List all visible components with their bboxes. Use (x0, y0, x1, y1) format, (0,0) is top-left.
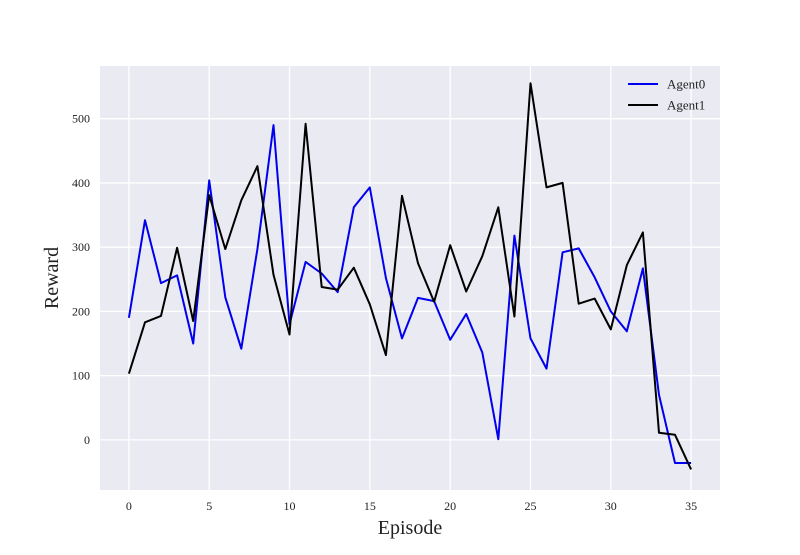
x-tick-label: 5 (206, 499, 212, 513)
plot-area (100, 66, 720, 490)
x-tick-label: 15 (364, 499, 376, 513)
y-tick-label: 300 (72, 240, 90, 254)
y-tick-label: 400 (72, 176, 90, 190)
x-tick-label: 0 (126, 499, 132, 513)
tick-labels: 0 5 10 15 20 25 30 35 0 100 200 300 400 500 (72, 112, 697, 513)
x-axis-label: Episode (378, 517, 443, 539)
y-tick-label: 0 (84, 433, 90, 447)
x-tick-label: 35 (685, 499, 697, 513)
y-tick-label: 500 (72, 112, 90, 126)
y-tick-label: 200 (72, 304, 90, 318)
legend-label-agent1: Agent1 (667, 98, 705, 113)
series-line-agent1 (127, 82, 693, 470)
y-axis-label: Reward (41, 247, 63, 309)
y-tick-label: 100 (72, 369, 90, 383)
x-tick-label: 25 (524, 499, 536, 513)
x-tick-label: 20 (444, 499, 456, 513)
series-lines (127, 82, 693, 470)
legend: Agent0 Agent1 (628, 77, 705, 113)
x-tick-label: 30 (605, 499, 617, 513)
legend-label-agent0: Agent0 (667, 77, 705, 92)
x-tick-label: 10 (284, 499, 296, 513)
series-line-agent0 (127, 124, 692, 464)
